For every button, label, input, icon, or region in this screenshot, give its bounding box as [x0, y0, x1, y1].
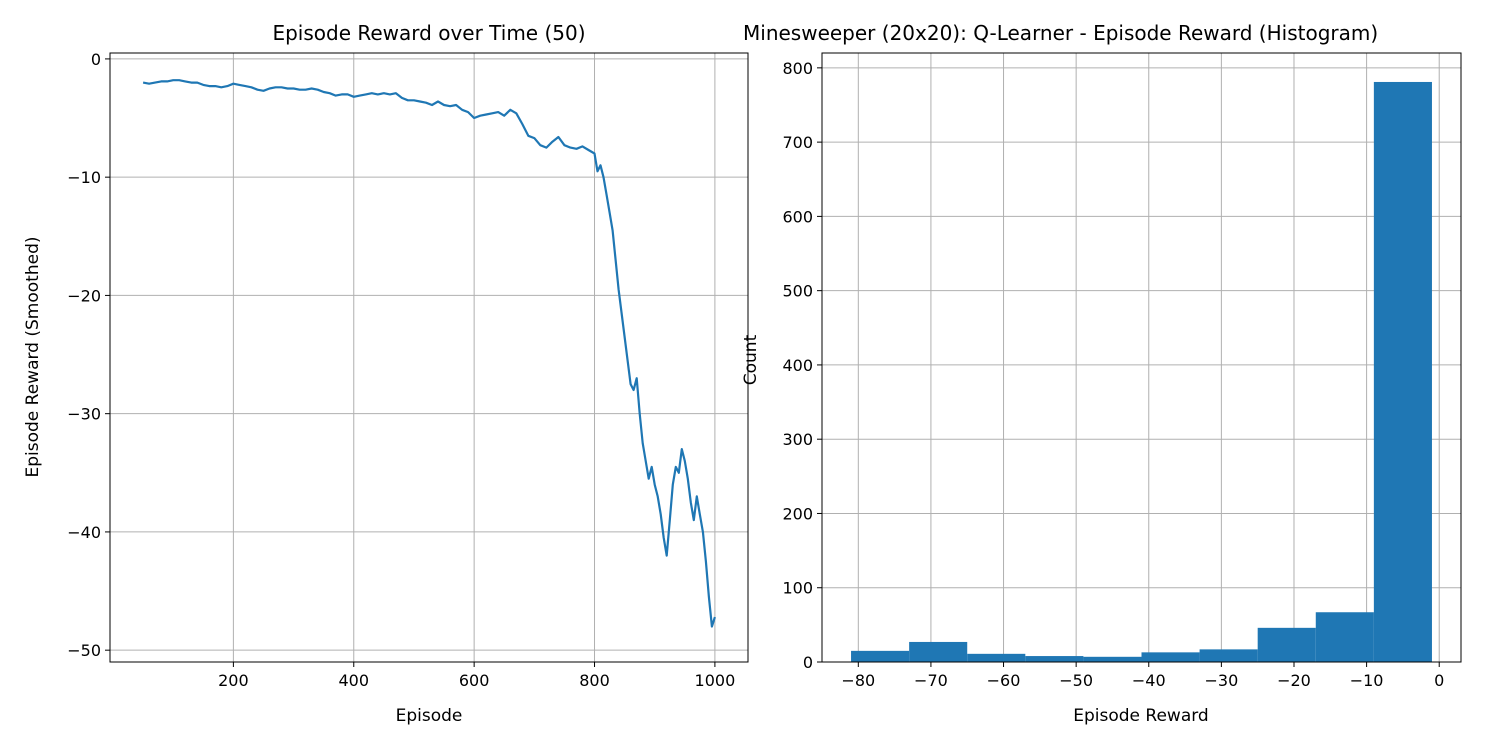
- l-y-tick-label: −20: [67, 286, 101, 305]
- r-x-tick-label: −70: [914, 671, 948, 690]
- l-x-tick-label: 800: [579, 671, 610, 690]
- histogram-bar: [1199, 649, 1258, 662]
- histogram-bar: [1373, 81, 1432, 662]
- r-y-tick-label: 400: [782, 356, 813, 375]
- r-y-tick-label: 500: [782, 282, 813, 301]
- r-x-tick-label: −30: [1204, 671, 1238, 690]
- r-y-tick-label: 100: [782, 579, 813, 598]
- l-y-tick-label: −30: [67, 405, 101, 424]
- r-x-tick-label: −10: [1350, 671, 1384, 690]
- left-x-axis-label: Episode: [396, 706, 463, 726]
- right-plot-area: [851, 81, 1432, 662]
- histogram-bar: [1315, 612, 1374, 662]
- right-grid: [822, 53, 1461, 663]
- r-y-tick-label: 800: [782, 59, 813, 78]
- right-chart: −80 −70 −60 −50 −40 −30 −20 −10 0 0 100 200 300 400 50…: [741, 21, 1462, 726]
- left-plot-area: [142, 79, 716, 628]
- r-x-tick-label: −40: [1132, 671, 1166, 690]
- l-x-tick-label: 200: [218, 671, 249, 690]
- r-y-tick-label: 0: [803, 653, 813, 672]
- right-axes-frame: [821, 52, 1462, 663]
- right-y-axis-label: Count: [741, 334, 761, 385]
- l-x-tick-label: 1000: [695, 671, 736, 690]
- right-ticks: −80 −70 −60 −50 −40 −30 −20 −10 0 0 100 200 300 400 50…: [782, 59, 1444, 690]
- histogram-bar: [1257, 627, 1316, 662]
- r-x-tick-label: −50: [1059, 671, 1093, 690]
- histogram-bar: [1083, 656, 1142, 662]
- right-x-axis-label: Episode Reward: [1073, 706, 1208, 726]
- left-grid: [110, 53, 748, 662]
- reward-line: [142, 79, 716, 628]
- left-chart: 200 400 600 800 1000 0 −10 −20 −30 −40 −50 Episode…: [23, 21, 749, 726]
- r-y-tick-label: 700: [782, 133, 813, 152]
- r-y-tick-label: 600: [782, 207, 813, 226]
- histogram-bar: [1141, 652, 1200, 662]
- histogram-bar: [851, 650, 910, 662]
- l-x-tick-label: 600: [459, 671, 490, 690]
- left-ticks: 200 400 600 800 1000 0 −10 −20 −30 −40 −50: [67, 50, 735, 690]
- r-x-tick-label: −80: [841, 671, 875, 690]
- l-y-tick-label: −40: [67, 523, 101, 542]
- left-axes-frame: [109, 52, 749, 663]
- l-y-tick-label: −10: [67, 168, 101, 187]
- l-y-tick-label: −50: [67, 641, 101, 660]
- histogram-bar: [1025, 656, 1084, 662]
- r-y-tick-label: 300: [782, 430, 813, 449]
- r-x-tick-label: −60: [987, 671, 1021, 690]
- left-y-axis-label: Episode Reward (Smoothed): [23, 237, 43, 478]
- histogram-bar: [909, 641, 968, 662]
- l-y-tick-label: 0: [91, 50, 101, 69]
- r-x-tick-label: 0: [1434, 671, 1444, 690]
- r-x-tick-label: −20: [1277, 671, 1311, 690]
- right-chart-title: Minesweeper (20x20): Q-Learner - Episode…: [743, 21, 1378, 45]
- histogram-bar: [967, 653, 1026, 662]
- left-chart-title: Episode Reward over Time (50): [272, 21, 585, 45]
- l-x-tick-label: 400: [338, 671, 369, 690]
- r-y-tick-label: 200: [782, 504, 813, 523]
